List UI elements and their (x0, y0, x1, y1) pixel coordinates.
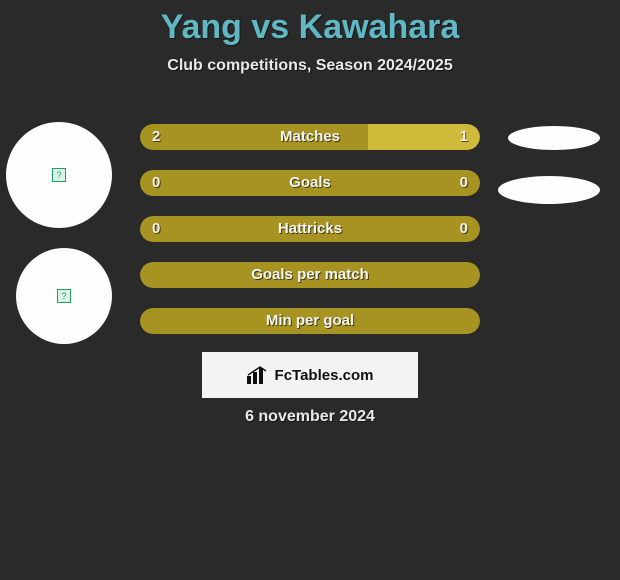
stat-label: Matches (140, 124, 480, 150)
avatar-player-1-alt (16, 248, 112, 344)
stat-label: Min per goal (140, 308, 480, 334)
subtitle: Club competitions, Season 2024/2025 (0, 57, 620, 75)
stat-row: 00Hattricks (140, 216, 480, 242)
badge-text: FcTables.com (275, 367, 374, 384)
comparison-bars: 21Matches 00Goals 00Hattricks Goals per mat… (140, 124, 480, 354)
stat-row: Goals per match (140, 262, 480, 288)
stat-label: Goals per match (140, 262, 480, 288)
stat-label: Goals (140, 170, 480, 196)
avatar-player-2-alt (498, 176, 600, 204)
stat-row: 21Matches (140, 124, 480, 150)
image-placeholder-icon (52, 168, 66, 182)
source-badge: FcTables.com (202, 352, 418, 398)
page-title: Yang vs Kawahara (0, 0, 620, 47)
avatar-player-2 (508, 126, 600, 150)
bars-chart-icon (247, 366, 269, 384)
stat-row: Min per goal (140, 308, 480, 334)
date-text: 6 november 2024 (0, 408, 620, 426)
avatar-player-1 (6, 122, 112, 228)
stat-label: Hattricks (140, 216, 480, 242)
image-placeholder-icon (57, 289, 71, 303)
stat-row: 00Goals (140, 170, 480, 196)
